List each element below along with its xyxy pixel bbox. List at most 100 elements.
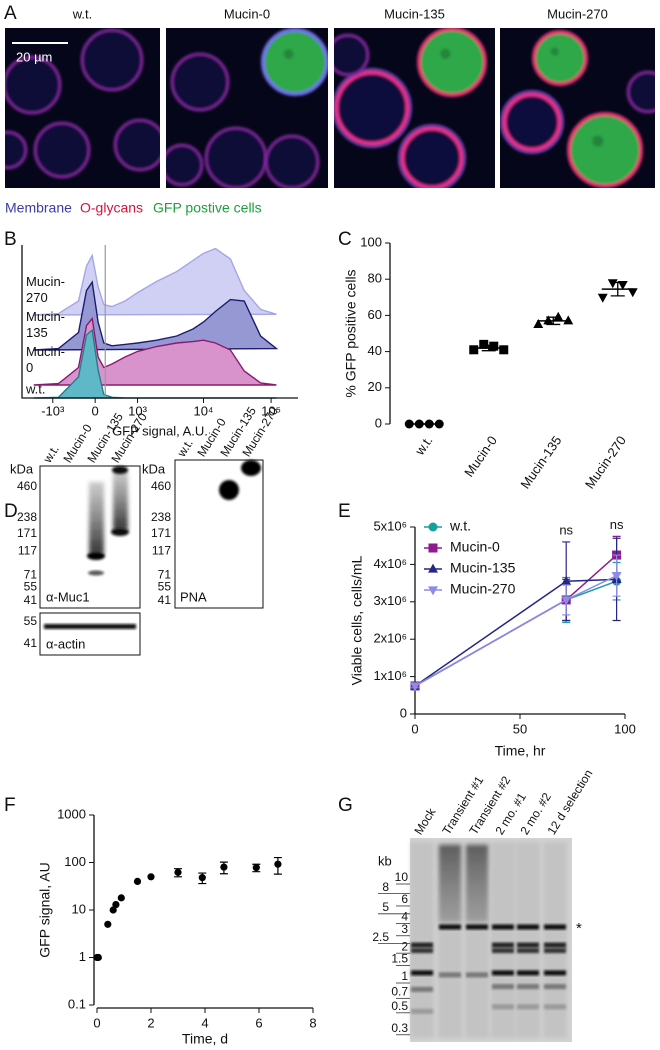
x-tick-label: 10⁵ xyxy=(261,403,281,418)
legend-label: Mucin-0 xyxy=(450,539,500,555)
legend-label: w.t. xyxy=(449,518,471,534)
marker-label: 55 xyxy=(24,579,38,593)
data-point xyxy=(147,873,155,881)
data-point xyxy=(252,864,260,872)
data-point xyxy=(607,279,618,289)
smear xyxy=(439,845,461,922)
x-tick-label: 100 xyxy=(614,721,636,736)
y-tick-label: 1x10⁶ xyxy=(373,668,407,683)
probe-label: α-Muc1 xyxy=(46,589,90,604)
x-tick-label: Mucin-135 xyxy=(517,433,564,491)
data-point xyxy=(617,281,628,291)
legend-label: Mucin-135 xyxy=(450,560,516,576)
ladder-label: 0.5 xyxy=(391,999,408,1013)
gfp-nucleus xyxy=(592,135,604,147)
cell xyxy=(626,70,655,114)
band xyxy=(544,948,566,954)
ladder-label: 0.3 xyxy=(391,1021,408,1035)
cells xyxy=(500,30,655,188)
marker-label: 460 xyxy=(17,479,37,493)
line xyxy=(414,554,618,687)
ladder-label: 5 xyxy=(382,900,389,914)
image-title: Mucin-135 xyxy=(384,6,445,21)
unit-label: kDa xyxy=(142,461,166,476)
y-tick-label: 4x10⁶ xyxy=(373,556,407,571)
y-tick-label: 1 xyxy=(79,949,86,964)
y-tick-label: 0 xyxy=(400,705,407,720)
band xyxy=(219,480,239,500)
panel-label: A xyxy=(4,3,17,24)
x-tick-label: Mucin-270 xyxy=(582,433,629,491)
unit-label: kDa xyxy=(10,461,34,476)
image-title: Mucin-0 xyxy=(224,6,270,21)
band xyxy=(466,924,488,930)
band xyxy=(411,986,433,992)
band xyxy=(544,1004,566,1010)
y-axis-label: % GFP positive cells xyxy=(343,269,359,397)
cell xyxy=(264,134,320,188)
probe-label: α-actin xyxy=(46,636,85,651)
cell xyxy=(334,69,411,147)
panel-label: C xyxy=(338,229,352,250)
x-axis-label: Time, d xyxy=(182,1031,228,1047)
cell xyxy=(5,55,62,115)
band xyxy=(466,972,488,978)
ladder-label: 2.5 xyxy=(372,930,389,944)
x-tick-label: w.t. xyxy=(411,433,435,458)
cell xyxy=(170,52,230,112)
cell xyxy=(80,28,144,92)
y-tick-label: 2x10⁶ xyxy=(373,631,407,646)
lane-label: w.t. xyxy=(174,437,196,461)
band xyxy=(411,942,433,948)
ladder-label: 8 xyxy=(382,880,389,894)
cells xyxy=(166,28,328,188)
panel-label: D xyxy=(4,501,18,522)
channel-legend: O-glycans xyxy=(80,200,143,216)
ladder-label: 4 xyxy=(401,910,408,924)
series-label: w.t. xyxy=(25,381,46,396)
data-point xyxy=(553,311,564,321)
data-point xyxy=(404,419,414,429)
band xyxy=(411,1008,433,1014)
ladder-label: 10 xyxy=(395,870,409,884)
band xyxy=(492,1004,514,1010)
annotation: ns xyxy=(610,517,624,532)
x-tick-label: 0 xyxy=(93,1015,100,1030)
gfp-nucleus xyxy=(283,49,294,59)
y-tick-label: 3x10⁶ xyxy=(373,593,407,608)
smear xyxy=(89,482,104,554)
data-point xyxy=(561,596,572,606)
cell-rim xyxy=(334,68,412,148)
image-title: Mucin-270 xyxy=(547,6,608,21)
x-axis-label: Time, hr xyxy=(495,743,546,759)
axis xyxy=(93,815,313,1009)
data-point xyxy=(434,419,444,429)
ladder-label: 6 xyxy=(401,892,408,906)
data-point xyxy=(428,586,438,596)
data-point xyxy=(414,419,424,429)
band xyxy=(87,552,105,560)
band xyxy=(112,466,128,474)
cell xyxy=(166,143,204,187)
blot xyxy=(174,459,264,609)
gfp-nucleus xyxy=(440,48,451,59)
lane-label: 12 d selection xyxy=(544,767,595,837)
marker-label: 55 xyxy=(24,614,38,628)
y-axis-label: GFP signal, AU xyxy=(37,862,53,957)
data-point xyxy=(94,953,102,962)
marker-label: 238 xyxy=(17,510,37,524)
y-tick-label: 80 xyxy=(368,271,382,286)
x-tick-label: Mucin-0 xyxy=(461,433,500,479)
cell xyxy=(33,121,91,179)
band xyxy=(241,460,261,476)
ladder-label: 2 xyxy=(401,939,408,953)
gfp-cell xyxy=(532,30,588,86)
band xyxy=(88,570,104,576)
cell xyxy=(204,126,268,188)
x-tick-label: 0 xyxy=(411,721,418,736)
lane-label: w.t. xyxy=(40,443,62,467)
gfp-cell xyxy=(417,28,487,97)
band xyxy=(544,984,566,990)
band xyxy=(517,924,539,930)
band xyxy=(544,924,566,930)
